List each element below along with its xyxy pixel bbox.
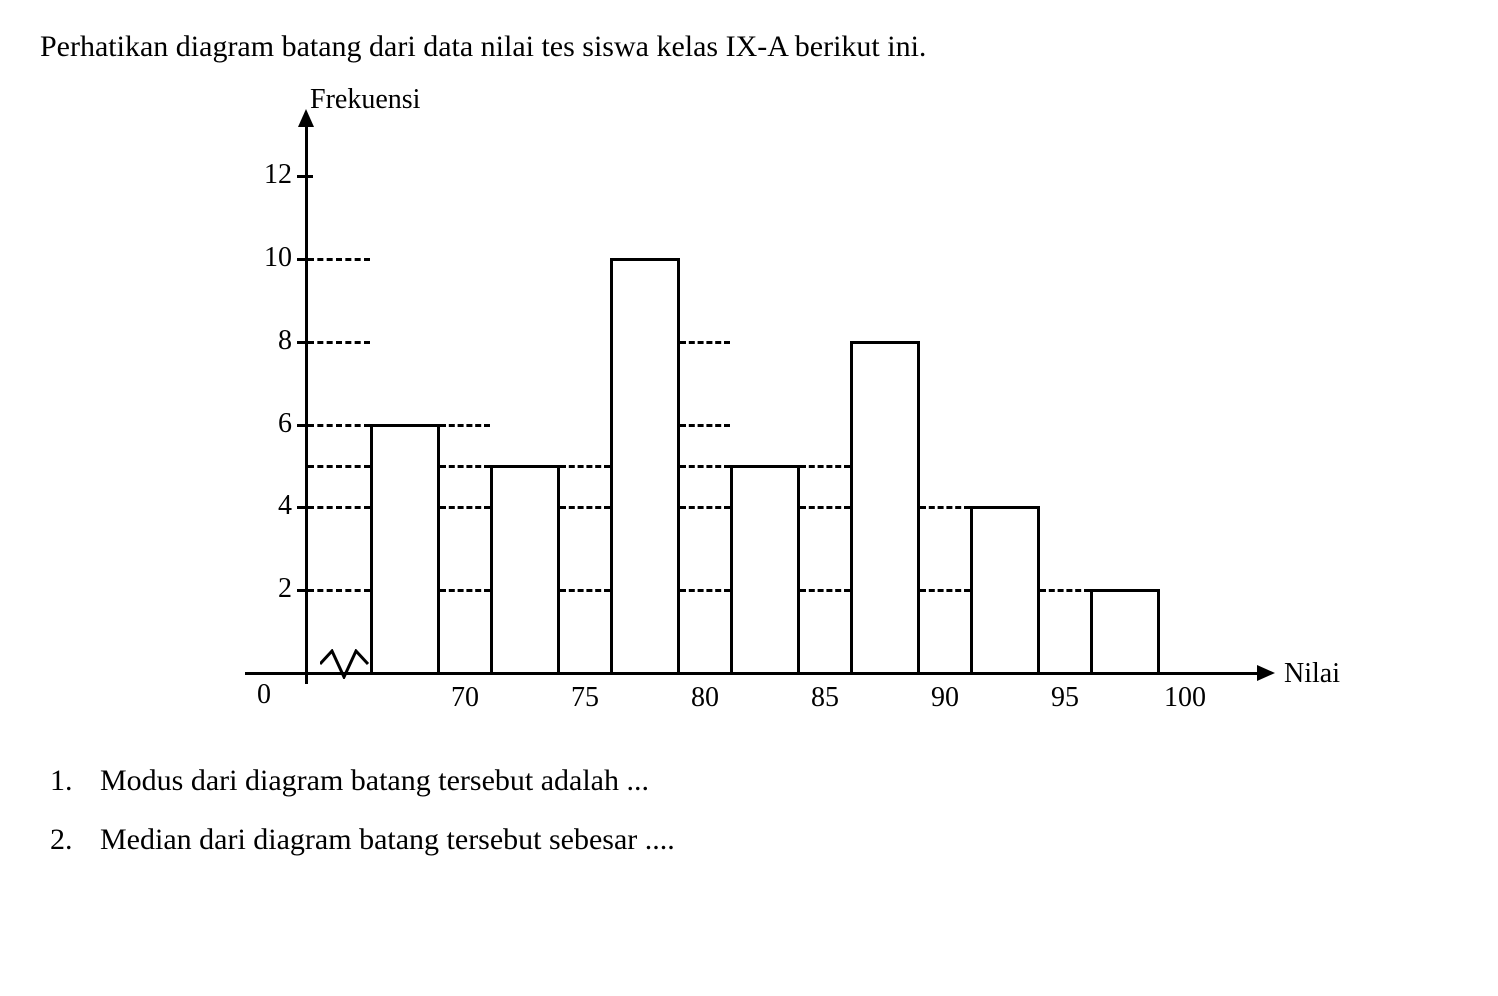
question-text: Modus dari diagram batang tersebut adala… (100, 764, 649, 798)
y-axis-label: Frekuensi (310, 84, 420, 116)
question-number: 2. (50, 823, 100, 857)
bar (490, 465, 560, 672)
y-tick-label: 10 (257, 242, 292, 274)
x-axis-label: Nilai (1284, 658, 1340, 690)
question-number: 1. (50, 764, 100, 798)
chart-area: Nilai 0 24681012 707580859095100 (305, 134, 1265, 674)
x-tick-label: 75 (555, 682, 615, 714)
y-tick-label: 8 (257, 325, 292, 357)
chart-container: Frekuensi Nilai 0 24681012 7075808590951… (240, 84, 1290, 724)
bar (610, 258, 680, 672)
x-tick-label: 80 (675, 682, 735, 714)
bars-container (305, 134, 1265, 672)
y-axis-arrow-icon (298, 109, 314, 127)
question-2: 2. Median dari diagram batang tersebut s… (50, 823, 1458, 857)
questions-section: 1. Modus dari diagram batang tersebut ad… (50, 764, 1458, 857)
y-tick-label: 2 (257, 573, 292, 605)
y-tick-label: 6 (257, 408, 292, 440)
bar (850, 341, 920, 672)
y-tick-label: 12 (257, 159, 292, 191)
y-tick-label: 4 (257, 490, 292, 522)
bar (970, 506, 1040, 672)
x-tick-label: 70 (435, 682, 495, 714)
x-tick-label: 90 (915, 682, 975, 714)
question-1: 1. Modus dari diagram batang tersebut ad… (50, 764, 1458, 798)
bar (1090, 589, 1160, 672)
bar (370, 424, 440, 672)
x-tick-label: 100 (1155, 682, 1215, 714)
zero-label: 0 (257, 679, 271, 711)
page-title: Perhatikan diagram batang dari data nila… (40, 30, 1458, 64)
x-tick-label: 95 (1035, 682, 1095, 714)
question-text: Median dari diagram batang tersebut sebe… (100, 823, 675, 857)
x-tick-label: 85 (795, 682, 855, 714)
bar (730, 465, 800, 672)
x-axis-line (245, 672, 1265, 675)
